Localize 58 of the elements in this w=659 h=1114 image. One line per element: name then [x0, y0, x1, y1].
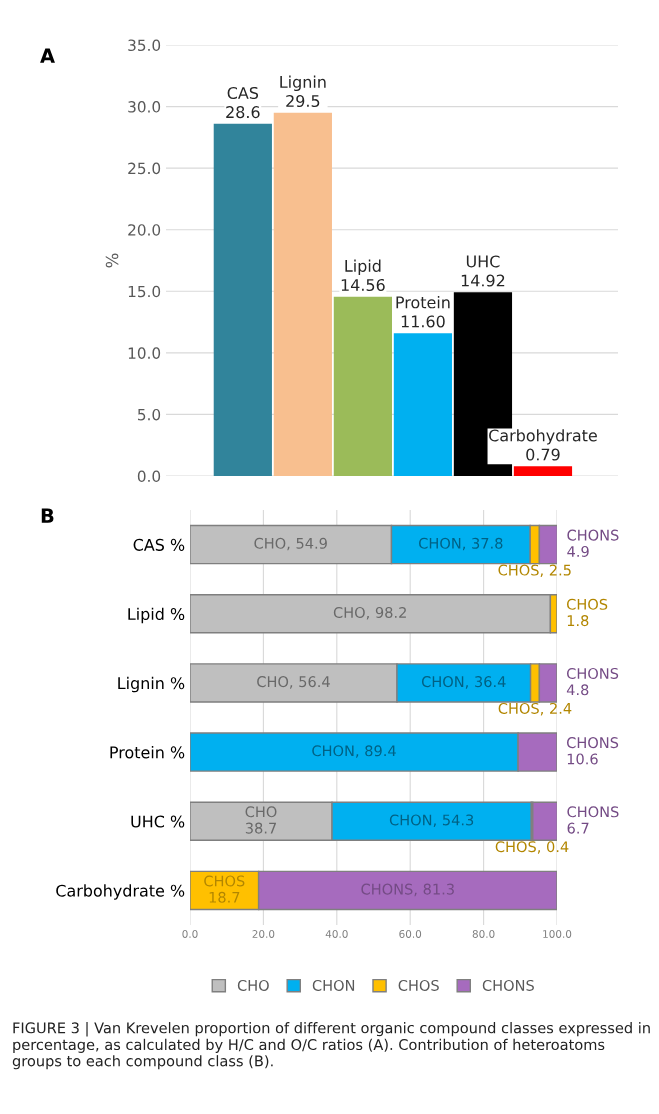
- y-tick-label: Carbohydrate %: [56, 884, 185, 900]
- data-label: 0.79: [526, 448, 560, 461]
- data-label: CHO, 56.4: [257, 676, 330, 689]
- y-tick-label: CAS %: [133, 538, 185, 551]
- data-label: CHON, 54.3: [389, 814, 474, 827]
- data-label: CHONS, 81.3: [361, 883, 454, 897]
- x-tick-label: 40.0: [325, 930, 348, 938]
- y-tick-label: 10.0: [128, 347, 161, 359]
- y-tick-label: 5.0: [138, 408, 161, 421]
- x-tick-label: CAS: [227, 86, 259, 100]
- x-tick-label: UHC: [466, 255, 500, 268]
- data-label: CHONS 4.8: [566, 667, 619, 696]
- x-tick-label: 20.0: [252, 930, 275, 938]
- data-label: CHONS 4.9: [567, 529, 619, 557]
- data-label: CHOS, 0.4: [495, 841, 569, 854]
- x-tick-label: Protein: [396, 296, 450, 309]
- data-label: CHON, 36.4: [421, 676, 506, 689]
- data-label: 14.92: [461, 274, 505, 287]
- legend-label: CHOS: [398, 979, 439, 991]
- data-label: 28.6: [226, 106, 260, 119]
- data-label: CHOS, 2.4: [498, 702, 572, 716]
- y-tick-label: 20.0: [128, 224, 161, 236]
- x-tick-label: Lipid: [345, 259, 381, 276]
- data-label: CHOS 18.7: [204, 875, 245, 903]
- data-label: 14.56: [341, 278, 385, 292]
- data-label: CHOS 1.8: [566, 598, 608, 627]
- x-tick-label: Lignin: [280, 75, 326, 92]
- y-axis-title: %: [105, 253, 119, 268]
- y-tick-label: 15.0: [128, 285, 161, 298]
- y-tick-label: 30.0: [128, 101, 161, 113]
- data-label: 29.5: [286, 94, 320, 108]
- y-tick-label: UHC %: [131, 815, 185, 828]
- x-tick-label: 0.0: [182, 930, 198, 938]
- data-label: CHO 38.7: [245, 806, 277, 834]
- legend-label: CHON: [312, 979, 355, 991]
- text: A: [40, 48, 55, 63]
- y-tick-label: Protein %: [110, 746, 185, 759]
- x-tick-label: 60.0: [399, 930, 422, 938]
- x-tick-label: 100.0: [543, 930, 572, 938]
- data-label: CHON, 37.8: [419, 537, 503, 551]
- y-tick-label: Lignin %: [118, 676, 185, 693]
- legend-label: CHONS: [482, 979, 534, 991]
- data-label: CHON, 89.4: [312, 745, 396, 758]
- caption: FIGURE 3 | Van Krevelen proportion of different organic compound classes expressed in percentage, as calculated by H/C and O/C ratios (A). Contribution of heteroatoms groups to each compound class (B).: [12, 1022, 650, 1070]
- y-tick-label: 35.0: [128, 39, 161, 52]
- y-tick-label: Lipid %: [128, 607, 185, 624]
- data-label: 11.60: [401, 315, 445, 328]
- data-label: CHONS 10.6: [566, 737, 619, 765]
- y-tick-label: 25.0: [128, 162, 161, 175]
- data-label: CHO, 54.9: [254, 537, 327, 551]
- data-label: CHOS, 2.5: [498, 564, 571, 578]
- legend-label: CHO: [237, 979, 269, 991]
- text: B: [41, 508, 54, 523]
- data-label: CHONS 6.7: [567, 806, 619, 834]
- x-tick-label: Carbohydrate: [489, 429, 597, 445]
- x-tick-label: 80.0: [472, 930, 495, 938]
- data-label: CHO, 98.2: [333, 606, 406, 620]
- y-tick-label: 0.0: [137, 470, 161, 483]
